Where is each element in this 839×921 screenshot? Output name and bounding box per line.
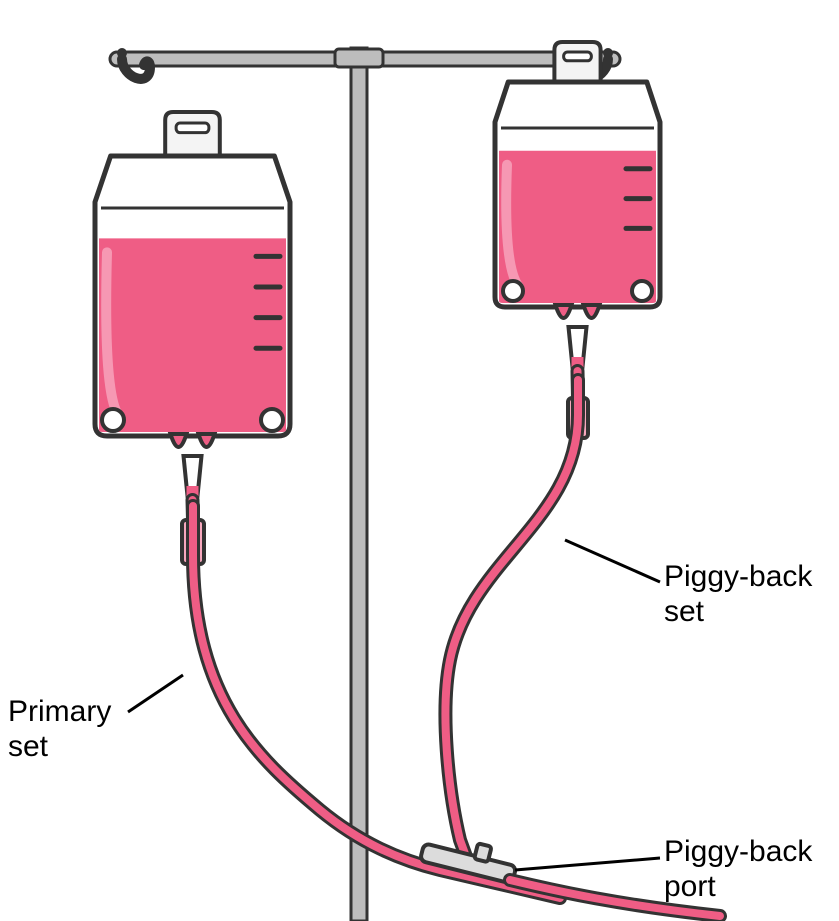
- piggyback-bag: [495, 42, 660, 371]
- primary-bag-fluid: [99, 238, 286, 432]
- primary-bag: [95, 112, 290, 500]
- iv-diagram: Primary set Piggy-back set Piggy-back po…: [0, 0, 839, 921]
- leader-primary-set: [128, 675, 183, 712]
- label-primary-set: Primary set: [8, 695, 111, 764]
- pole-vertical: [351, 48, 367, 921]
- label-piggyback-port: Piggy-back port: [664, 835, 812, 904]
- diagram-svg: [0, 0, 839, 921]
- leader-piggyback-set: [565, 540, 660, 582]
- label-piggyback-set: Piggy-back set: [664, 560, 812, 629]
- leader-piggyback-port: [515, 858, 660, 870]
- pole-hub: [335, 49, 383, 67]
